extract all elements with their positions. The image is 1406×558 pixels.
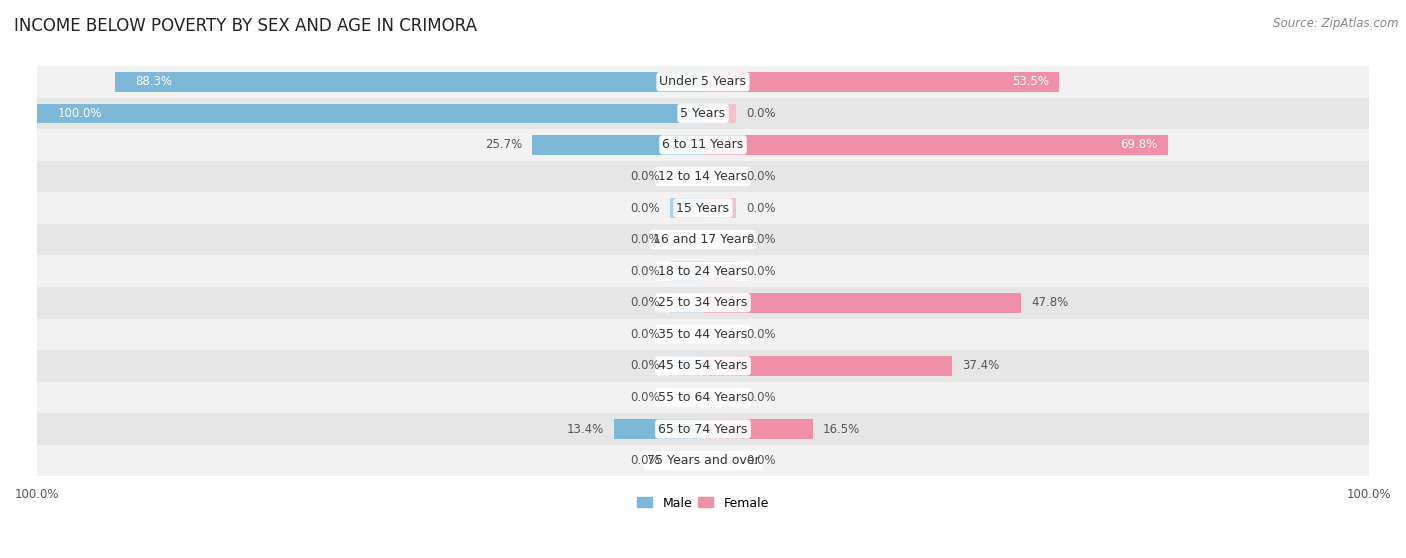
- Bar: [37, 161, 1369, 193]
- Bar: [37, 319, 1369, 350]
- Bar: [703, 451, 737, 470]
- Bar: [703, 293, 1021, 312]
- Legend: Male, Female: Male, Female: [633, 492, 773, 514]
- Bar: [703, 230, 737, 249]
- Text: 0.0%: 0.0%: [747, 201, 776, 214]
- Bar: [703, 261, 737, 281]
- Text: 35 to 44 Years: 35 to 44 Years: [658, 328, 748, 341]
- Text: 37.4%: 37.4%: [962, 359, 1000, 372]
- Bar: [703, 419, 813, 439]
- Text: 0.0%: 0.0%: [747, 107, 776, 120]
- Bar: [703, 167, 737, 186]
- Text: 15 Years: 15 Years: [676, 201, 730, 214]
- Bar: [37, 350, 1369, 382]
- Text: 0.0%: 0.0%: [630, 233, 659, 246]
- Bar: [37, 66, 1369, 98]
- Text: 0.0%: 0.0%: [630, 359, 659, 372]
- Bar: [703, 198, 737, 218]
- Text: 65 to 74 Years: 65 to 74 Years: [658, 422, 748, 435]
- Bar: [37, 224, 1369, 256]
- Text: 47.8%: 47.8%: [1031, 296, 1069, 309]
- Text: 12 to 14 Years: 12 to 14 Years: [658, 170, 748, 183]
- Text: Under 5 Years: Under 5 Years: [659, 75, 747, 88]
- Bar: [703, 104, 737, 123]
- Bar: [703, 135, 1168, 155]
- Bar: [669, 198, 703, 218]
- Bar: [37, 98, 1369, 129]
- Bar: [614, 419, 703, 439]
- Text: 16.5%: 16.5%: [823, 422, 860, 435]
- Bar: [669, 325, 703, 344]
- Text: 0.0%: 0.0%: [747, 170, 776, 183]
- Bar: [37, 256, 1369, 287]
- Text: 0.0%: 0.0%: [747, 233, 776, 246]
- Text: 13.4%: 13.4%: [567, 422, 603, 435]
- Text: 69.8%: 69.8%: [1121, 138, 1157, 151]
- Bar: [115, 72, 703, 92]
- Text: 0.0%: 0.0%: [630, 328, 659, 341]
- Bar: [531, 135, 703, 155]
- Text: 0.0%: 0.0%: [630, 296, 659, 309]
- Bar: [37, 104, 703, 123]
- Bar: [37, 193, 1369, 224]
- Text: 0.0%: 0.0%: [630, 201, 659, 214]
- Bar: [37, 413, 1369, 445]
- Bar: [669, 356, 703, 376]
- Bar: [669, 388, 703, 407]
- Text: 6 to 11 Years: 6 to 11 Years: [662, 138, 744, 151]
- Bar: [669, 293, 703, 312]
- Text: 0.0%: 0.0%: [747, 328, 776, 341]
- Text: INCOME BELOW POVERTY BY SEX AND AGE IN CRIMORA: INCOME BELOW POVERTY BY SEX AND AGE IN C…: [14, 17, 477, 35]
- Text: 25 to 34 Years: 25 to 34 Years: [658, 296, 748, 309]
- Text: 55 to 64 Years: 55 to 64 Years: [658, 391, 748, 404]
- Text: 75 Years and over: 75 Years and over: [647, 454, 759, 467]
- Text: 0.0%: 0.0%: [630, 264, 659, 278]
- Bar: [669, 261, 703, 281]
- Text: 0.0%: 0.0%: [630, 170, 659, 183]
- Bar: [669, 451, 703, 470]
- Bar: [703, 72, 1059, 92]
- Text: 0.0%: 0.0%: [747, 264, 776, 278]
- Text: 45 to 54 Years: 45 to 54 Years: [658, 359, 748, 372]
- Text: 53.5%: 53.5%: [1012, 75, 1049, 88]
- Text: Source: ZipAtlas.com: Source: ZipAtlas.com: [1274, 17, 1399, 30]
- Text: 88.3%: 88.3%: [135, 75, 172, 88]
- Text: 18 to 24 Years: 18 to 24 Years: [658, 264, 748, 278]
- Text: 16 and 17 Years: 16 and 17 Years: [652, 233, 754, 246]
- Bar: [37, 129, 1369, 161]
- Bar: [37, 287, 1369, 319]
- Text: 5 Years: 5 Years: [681, 107, 725, 120]
- Text: 25.7%: 25.7%: [485, 138, 522, 151]
- Bar: [37, 382, 1369, 413]
- Text: 0.0%: 0.0%: [747, 454, 776, 467]
- Bar: [703, 388, 737, 407]
- Bar: [703, 356, 952, 376]
- Text: 0.0%: 0.0%: [747, 391, 776, 404]
- Bar: [669, 167, 703, 186]
- Bar: [703, 325, 737, 344]
- Text: 0.0%: 0.0%: [630, 391, 659, 404]
- Text: 0.0%: 0.0%: [630, 454, 659, 467]
- Text: 100.0%: 100.0%: [58, 107, 101, 120]
- Bar: [669, 230, 703, 249]
- Bar: [37, 445, 1369, 477]
